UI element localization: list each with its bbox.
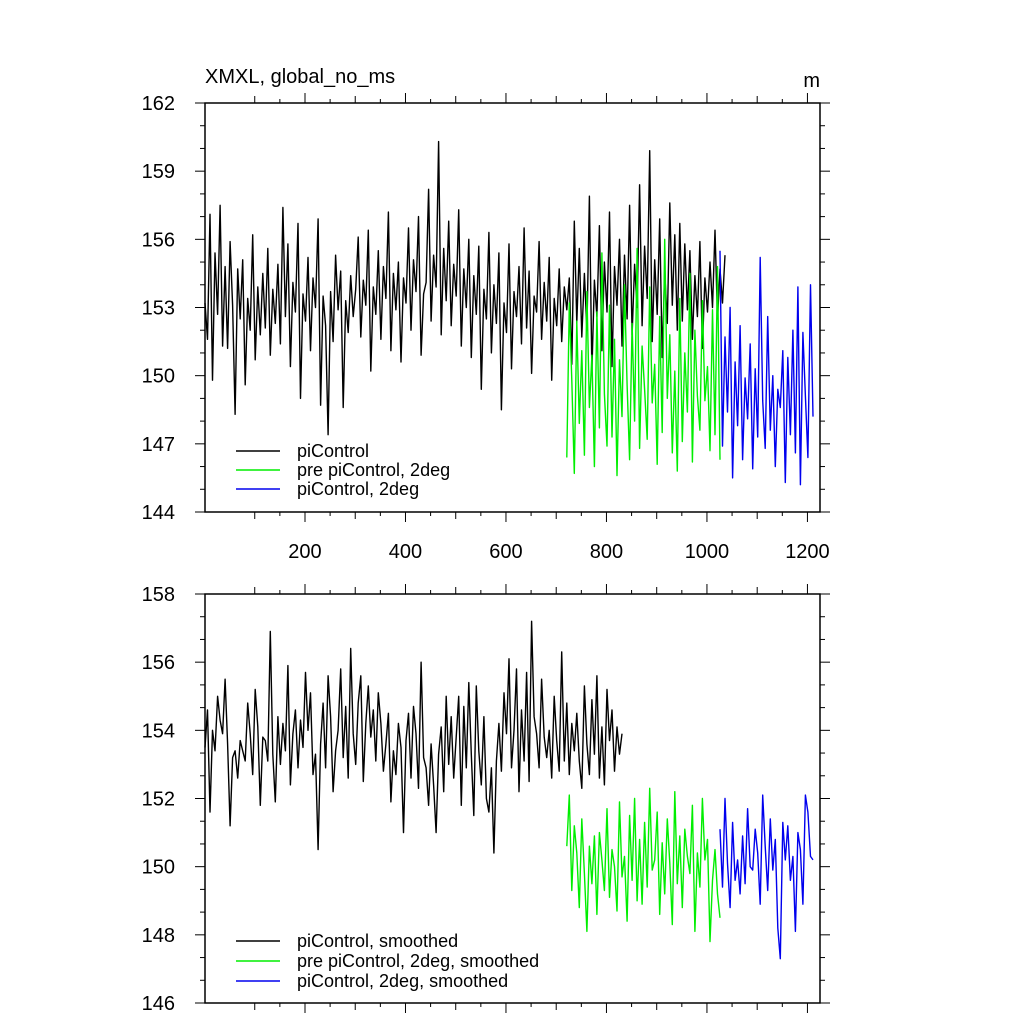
x-tick-label: 800 [590, 541, 623, 563]
y-tick-label: 147 [142, 434, 175, 456]
bottom-y-tick-labels: 146 148 150 152 154 156 158 [142, 584, 175, 1015]
top-chart-panel: XMXL, global_no_ms m 1441471501531561591… [142, 66, 830, 563]
y-tick-label: 156 [142, 229, 175, 251]
legend-label: pre piControl, 2deg [297, 460, 450, 480]
bottom-series-lines [204, 620, 814, 960]
x-tick-label: 400 [389, 541, 422, 563]
series-line-bottom-1 [566, 787, 721, 943]
y-tick-label: 150 [142, 366, 175, 388]
top-x-tick-labels: 200 400 600 800 1000 1200 [288, 541, 829, 563]
legend-label: piControl, 2deg [297, 479, 419, 499]
y-tick-label: 144 [142, 502, 175, 524]
x-tick-label: 1000 [685, 541, 730, 563]
y-tick-label: 154 [142, 720, 175, 742]
series-line-bottom-0 [204, 620, 623, 854]
y-tick-label: 162 [142, 93, 175, 115]
y-tick-label: 150 [142, 857, 175, 879]
bottom-chart-panel: 146 148 150 152 154 156 158 piControl, smoothe… [142, 584, 830, 1015]
top-y-tick-labels: 144 147 150 153 156 159 162 [142, 93, 175, 524]
legend-label: piControl [297, 441, 369, 461]
top-chart-title: XMXL, global_no_ms [205, 66, 395, 88]
series-line-top-0 [204, 140, 726, 436]
bottom-axis-ticks [195, 584, 830, 1013]
x-tick-label: 200 [288, 541, 321, 563]
top-chart-units: m [803, 70, 820, 92]
series-line-bottom-2 [719, 794, 814, 960]
top-axis-ticks [195, 93, 830, 522]
y-tick-label: 158 [142, 584, 175, 606]
top-series-lines [204, 140, 814, 486]
y-tick-label: 153 [142, 298, 175, 320]
series-line-top-1 [566, 238, 721, 477]
legend-label: piControl, 2deg, smoothed [297, 971, 508, 991]
y-tick-label: 148 [142, 925, 175, 947]
y-tick-label: 159 [142, 161, 175, 183]
legend-label: piControl, smoothed [297, 931, 458, 951]
legend-label: pre piControl, 2deg, smoothed [297, 951, 539, 971]
y-tick-label: 156 [142, 652, 175, 674]
y-tick-label: 146 [142, 993, 175, 1015]
x-tick-label: 600 [489, 541, 522, 563]
x-tick-label: 1200 [785, 541, 830, 563]
series-line-top-2 [719, 250, 814, 486]
y-tick-label: 152 [142, 789, 175, 811]
